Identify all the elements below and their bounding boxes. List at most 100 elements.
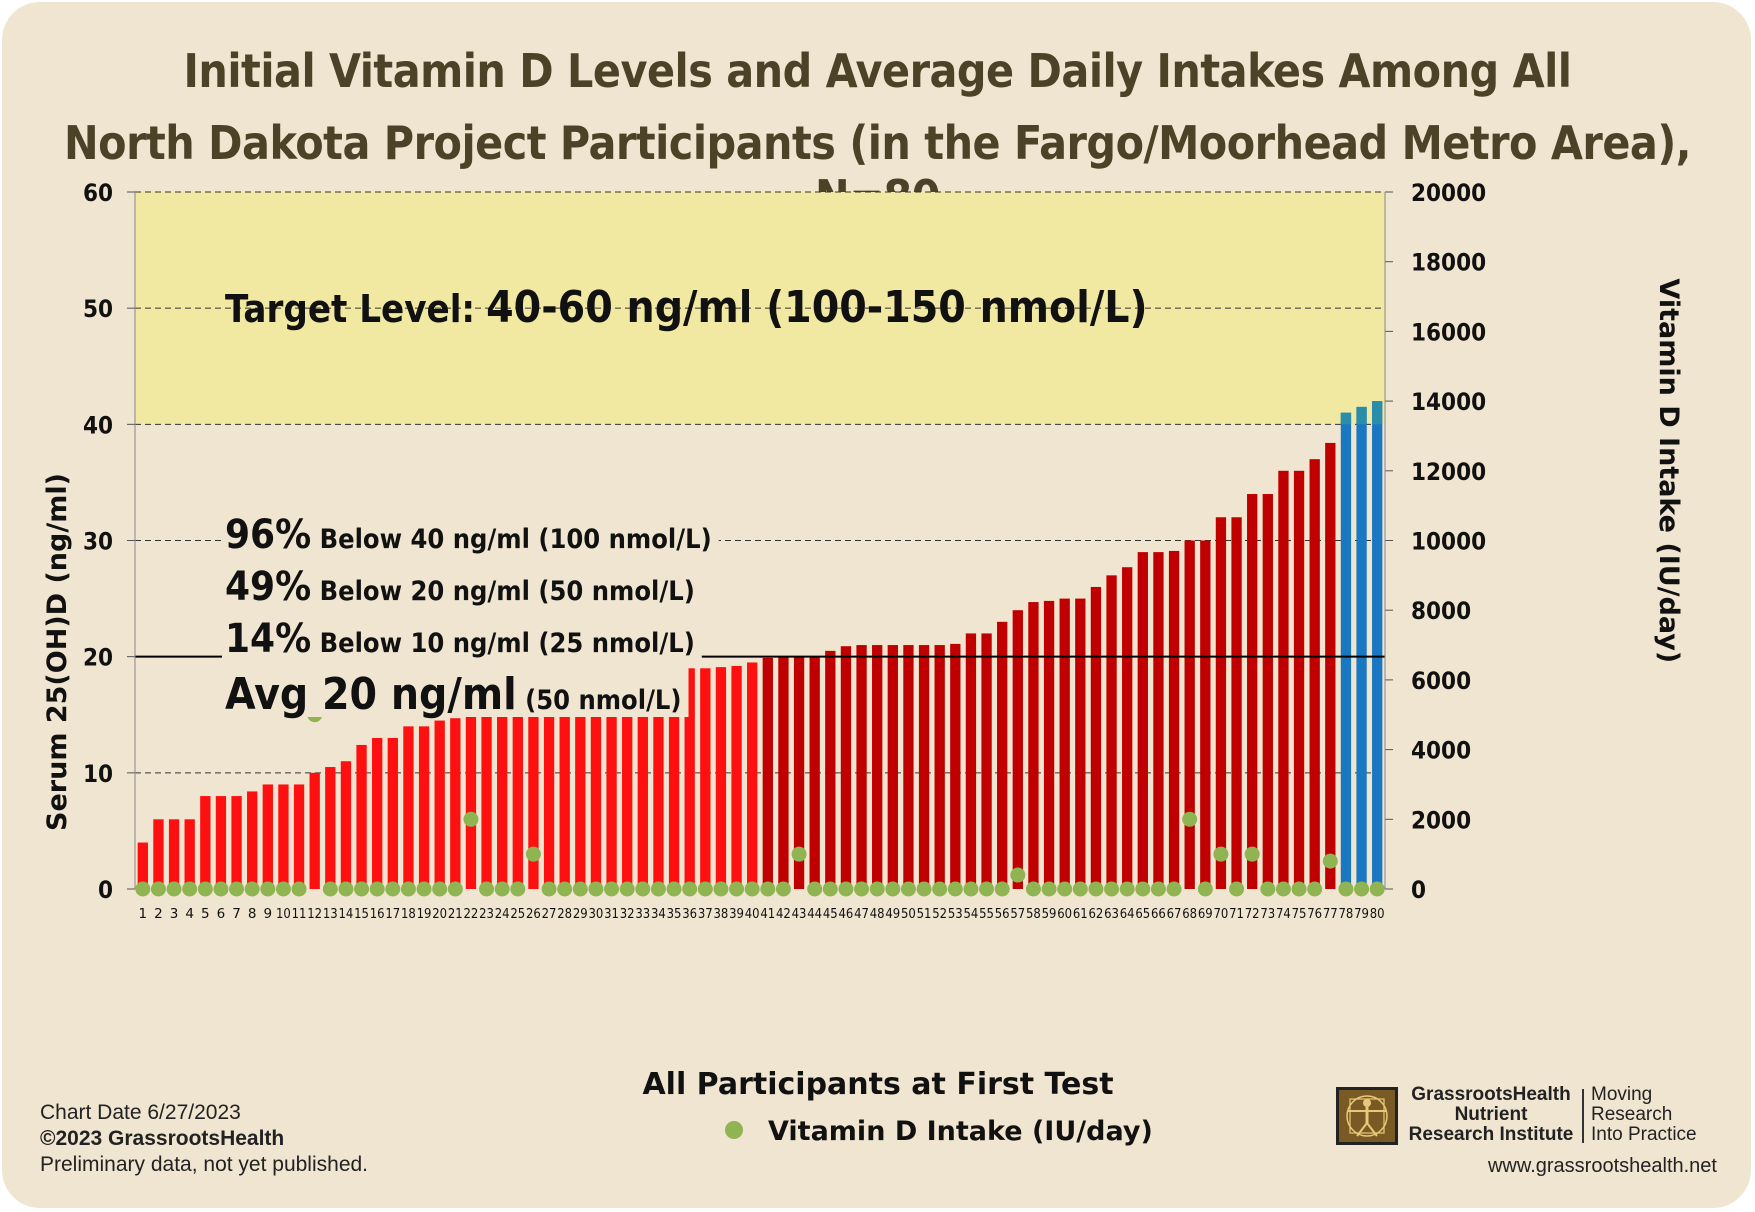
intake-dot-64 [1119,881,1135,897]
x-tick-label-7: 7 [232,906,241,922]
bar-participant-56 [997,621,1008,889]
intake-dot-51 [916,881,932,897]
y-tick-label-60: 60 [83,179,113,207]
bar-participant-73 [1262,494,1273,889]
intake-dot-14 [338,881,354,897]
x-tick-label-10: 10 [276,906,291,922]
x-tick-label-48: 48 [870,906,885,922]
y2-tick-label-6000: 6000 [1411,667,1471,695]
intake-dot-20 [432,881,448,897]
bar-participant-40 [747,662,758,889]
x-tick-label-3: 3 [170,906,179,922]
intake-dot-18 [400,881,416,897]
bar-participant-16 [372,737,383,889]
x-tick-label-74: 74 [1276,906,1291,922]
x-tick-label-57: 57 [1010,906,1025,922]
left-axis-ticks: 0 10 20 30 40 50 60 [83,179,135,904]
intake-dot-60 [1057,881,1073,897]
y-tick-label-40: 40 [83,411,113,439]
bar-participant-29 [575,690,586,889]
intake-dot-29 [572,881,588,897]
chart-title-line-1: Initial Vitamin D Levels and Average Dai… [183,44,1572,98]
x-tick-label-15: 15 [354,906,369,922]
bar-participant-34 [653,669,664,889]
bar-participant-25 [512,697,523,889]
x-tick-label-59: 59 [1042,906,1057,922]
preliminary-note: Preliminary data, not yet published. [40,1153,369,1176]
y2-tick-label-10000: 10000 [1411,528,1486,556]
intake-dot-68 [1182,811,1198,827]
chart-date: Chart Date 6/27/2023 [40,1101,241,1124]
bar-participant-51 [918,645,930,889]
x-tick-label-38: 38 [714,906,729,922]
x-tick-label-29: 29 [573,906,588,922]
x-tick-label-67: 67 [1167,906,1182,922]
intake-dots-group [135,707,1385,897]
bar-participant-52 [934,645,945,889]
intake-dot-16 [369,881,385,897]
legend-label: Vitamin D Intake (IU/day) [768,1116,1153,1147]
intake-dot-66 [1150,881,1166,897]
x-tick-label-36: 36 [682,906,697,922]
intake-dot-15 [354,881,370,897]
intake-dot-63 [1104,881,1120,897]
x-tick-label-69: 69 [1198,906,1213,922]
bar-participant-26 [528,691,539,889]
y2-tick-label-2000: 2000 [1411,806,1471,834]
y2-tick-label-20000: 20000 [1411,179,1486,207]
bar-participant-17 [387,737,398,889]
y-tick-label-50: 50 [83,295,113,323]
bar-participant-8 [247,791,258,889]
x-axis-label: All Participants at First Test [642,1067,1113,1102]
bar-participant-63 [1106,575,1117,889]
bar-participant-77 [1325,442,1336,889]
x-tick-label-52: 52 [932,906,947,922]
website-link[interactable]: www.grassrootshealth.net [1487,1155,1717,1177]
bar-participant-30 [590,685,602,889]
x-tick-label-22: 22 [464,906,479,922]
x-tick-label-68: 68 [1182,906,1197,922]
intake-dot-24 [494,881,510,897]
stat-big-3: Avg 20 ng/ml [225,669,517,720]
intake-dot-78 [1338,881,1354,897]
target-level-prefix: Target Level: [225,287,475,331]
gridlines [135,191,1385,774]
x-tick-label-78: 78 [1339,906,1354,922]
x-tick-label-6: 6 [217,906,226,922]
org-tagline: Moving Research Into Practice [1591,1084,1697,1145]
intake-dot-17 [385,881,401,897]
x-tick-label-26: 26 [526,906,541,922]
intake-dot-67 [1166,881,1182,897]
intake-dot-62 [1088,881,1104,897]
target-level-label: Target Level: 40-60 ng/ml (100-150 nmol/… [225,282,1148,333]
bar-participant-4 [184,819,195,889]
bar-participant-36 [684,668,695,889]
bar-participant-3 [168,819,180,889]
stat-line-3: Avg 20 ng/ml (50 nmol/L) [225,669,682,720]
bar-participant-15 [356,744,367,889]
intake-dot-1 [135,881,151,897]
bar-participant-32 [622,675,633,889]
intake-dot-30 [588,881,604,897]
legend-marker-dot [725,1121,743,1139]
x-tick-label-14: 14 [339,906,354,922]
stat-text-3: (50 nmol/L) [517,685,682,716]
bar-participant-14 [340,761,352,889]
bar-participant-74 [1278,470,1289,889]
y2-tick-label-8000: 8000 [1411,597,1471,625]
intake-dot-39 [729,881,745,897]
bar-participant-41 [762,657,773,889]
bar-participant-2 [153,819,164,889]
x-tick-label-66: 66 [1151,906,1166,922]
x-tick-label-8: 8 [248,906,257,922]
intake-dot-45 [822,881,838,897]
intake-dot-47 [854,881,870,897]
x-tick-label-70: 70 [1214,906,1229,922]
intake-dot-10 [275,881,291,897]
bar-participant-31 [606,685,617,889]
stat-line-0: 96% Below 40 ng/ml (100 nmol/L) [225,512,712,558]
bar-participant-13 [325,767,336,889]
intake-dot-36 [682,881,698,897]
intake-dot-22 [463,811,479,827]
